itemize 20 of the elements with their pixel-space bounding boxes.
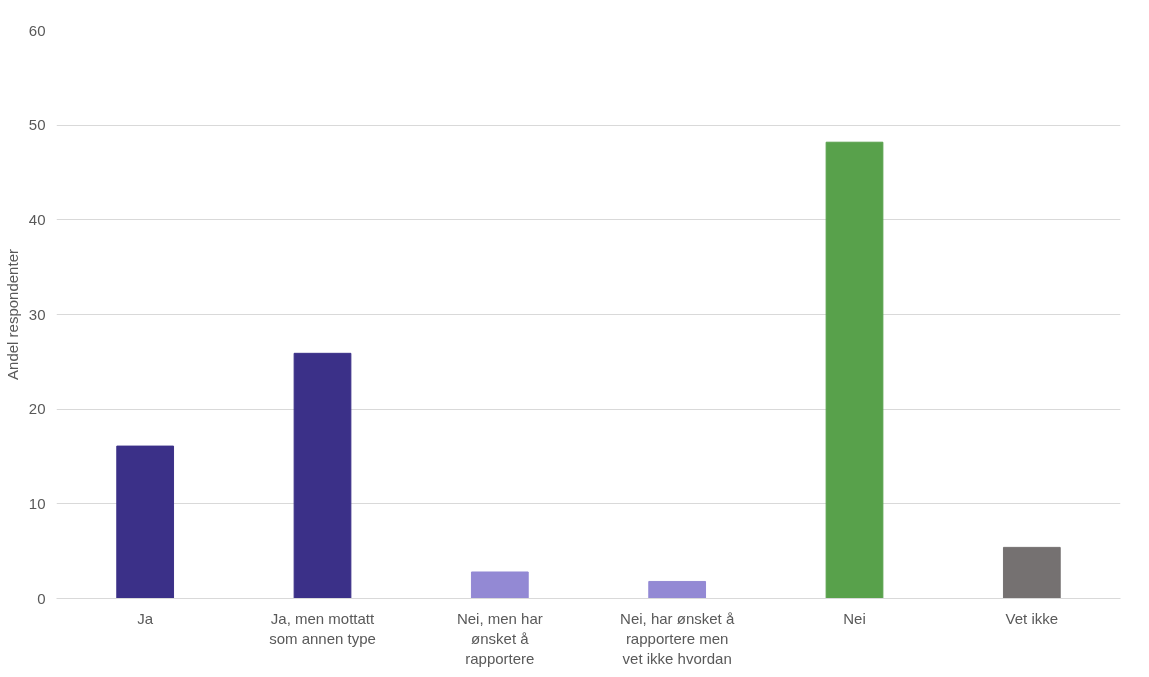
bar bbox=[470, 571, 529, 599]
y-tick-label: 0 bbox=[37, 589, 46, 607]
y-tick-label: 10 bbox=[28, 494, 46, 512]
x-tick-label: Nei bbox=[843, 609, 866, 627]
y-tick-label: 20 bbox=[28, 400, 46, 418]
y-tick-label: 40 bbox=[28, 210, 46, 228]
bar bbox=[116, 445, 175, 599]
y-tick-label: 50 bbox=[28, 116, 46, 134]
y-tick-label: 60 bbox=[28, 21, 46, 39]
y-tick-label: 30 bbox=[28, 305, 46, 323]
bar bbox=[1002, 546, 1061, 599]
x-tick-label: Vet ikke bbox=[1005, 609, 1059, 627]
x-tick-label: Ja bbox=[137, 609, 154, 627]
bar bbox=[293, 352, 352, 599]
x-tick-label: Nei, men har ønsket å rapportere bbox=[456, 609, 543, 668]
x-tick-label: Ja, men mottatt som annen type bbox=[269, 609, 376, 647]
bar bbox=[648, 580, 707, 599]
bar bbox=[825, 141, 884, 599]
x-tick-label: Nei, har ønsket å rapportere men vet ikke hvordan bbox=[620, 609, 735, 668]
y-axis-title: Andel respondenter bbox=[3, 249, 21, 380]
